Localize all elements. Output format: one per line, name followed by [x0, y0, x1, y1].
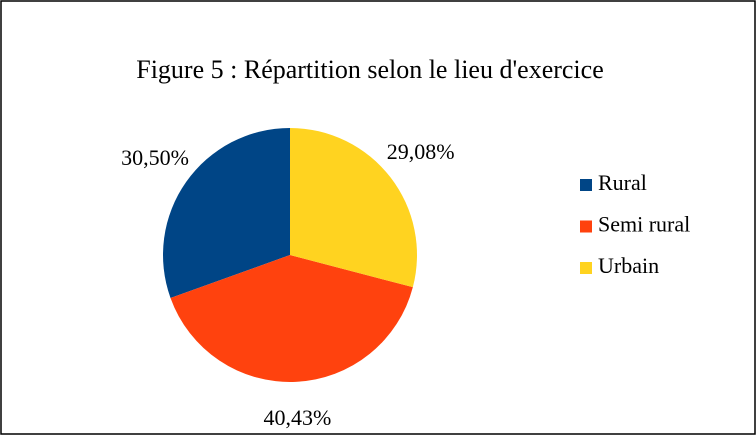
legend-label: Semi rural: [598, 212, 690, 237]
data-label: 40,43%: [263, 405, 331, 430]
legend-swatch: [580, 262, 592, 274]
chart-title: Figure 5 : Répartition selon le lieu d'e…: [136, 55, 603, 84]
legend-swatch: [580, 220, 592, 233]
pie-slice: [163, 128, 290, 298]
legend-label: Urbain: [598, 253, 659, 278]
pie-slice: [170, 255, 413, 382]
data-label: 30,50%: [121, 145, 189, 170]
legend-swatch: [580, 179, 592, 191]
legend-label: Rural: [598, 170, 647, 195]
pie-slice: [290, 128, 417, 288]
data-label: 29,08%: [387, 139, 455, 164]
